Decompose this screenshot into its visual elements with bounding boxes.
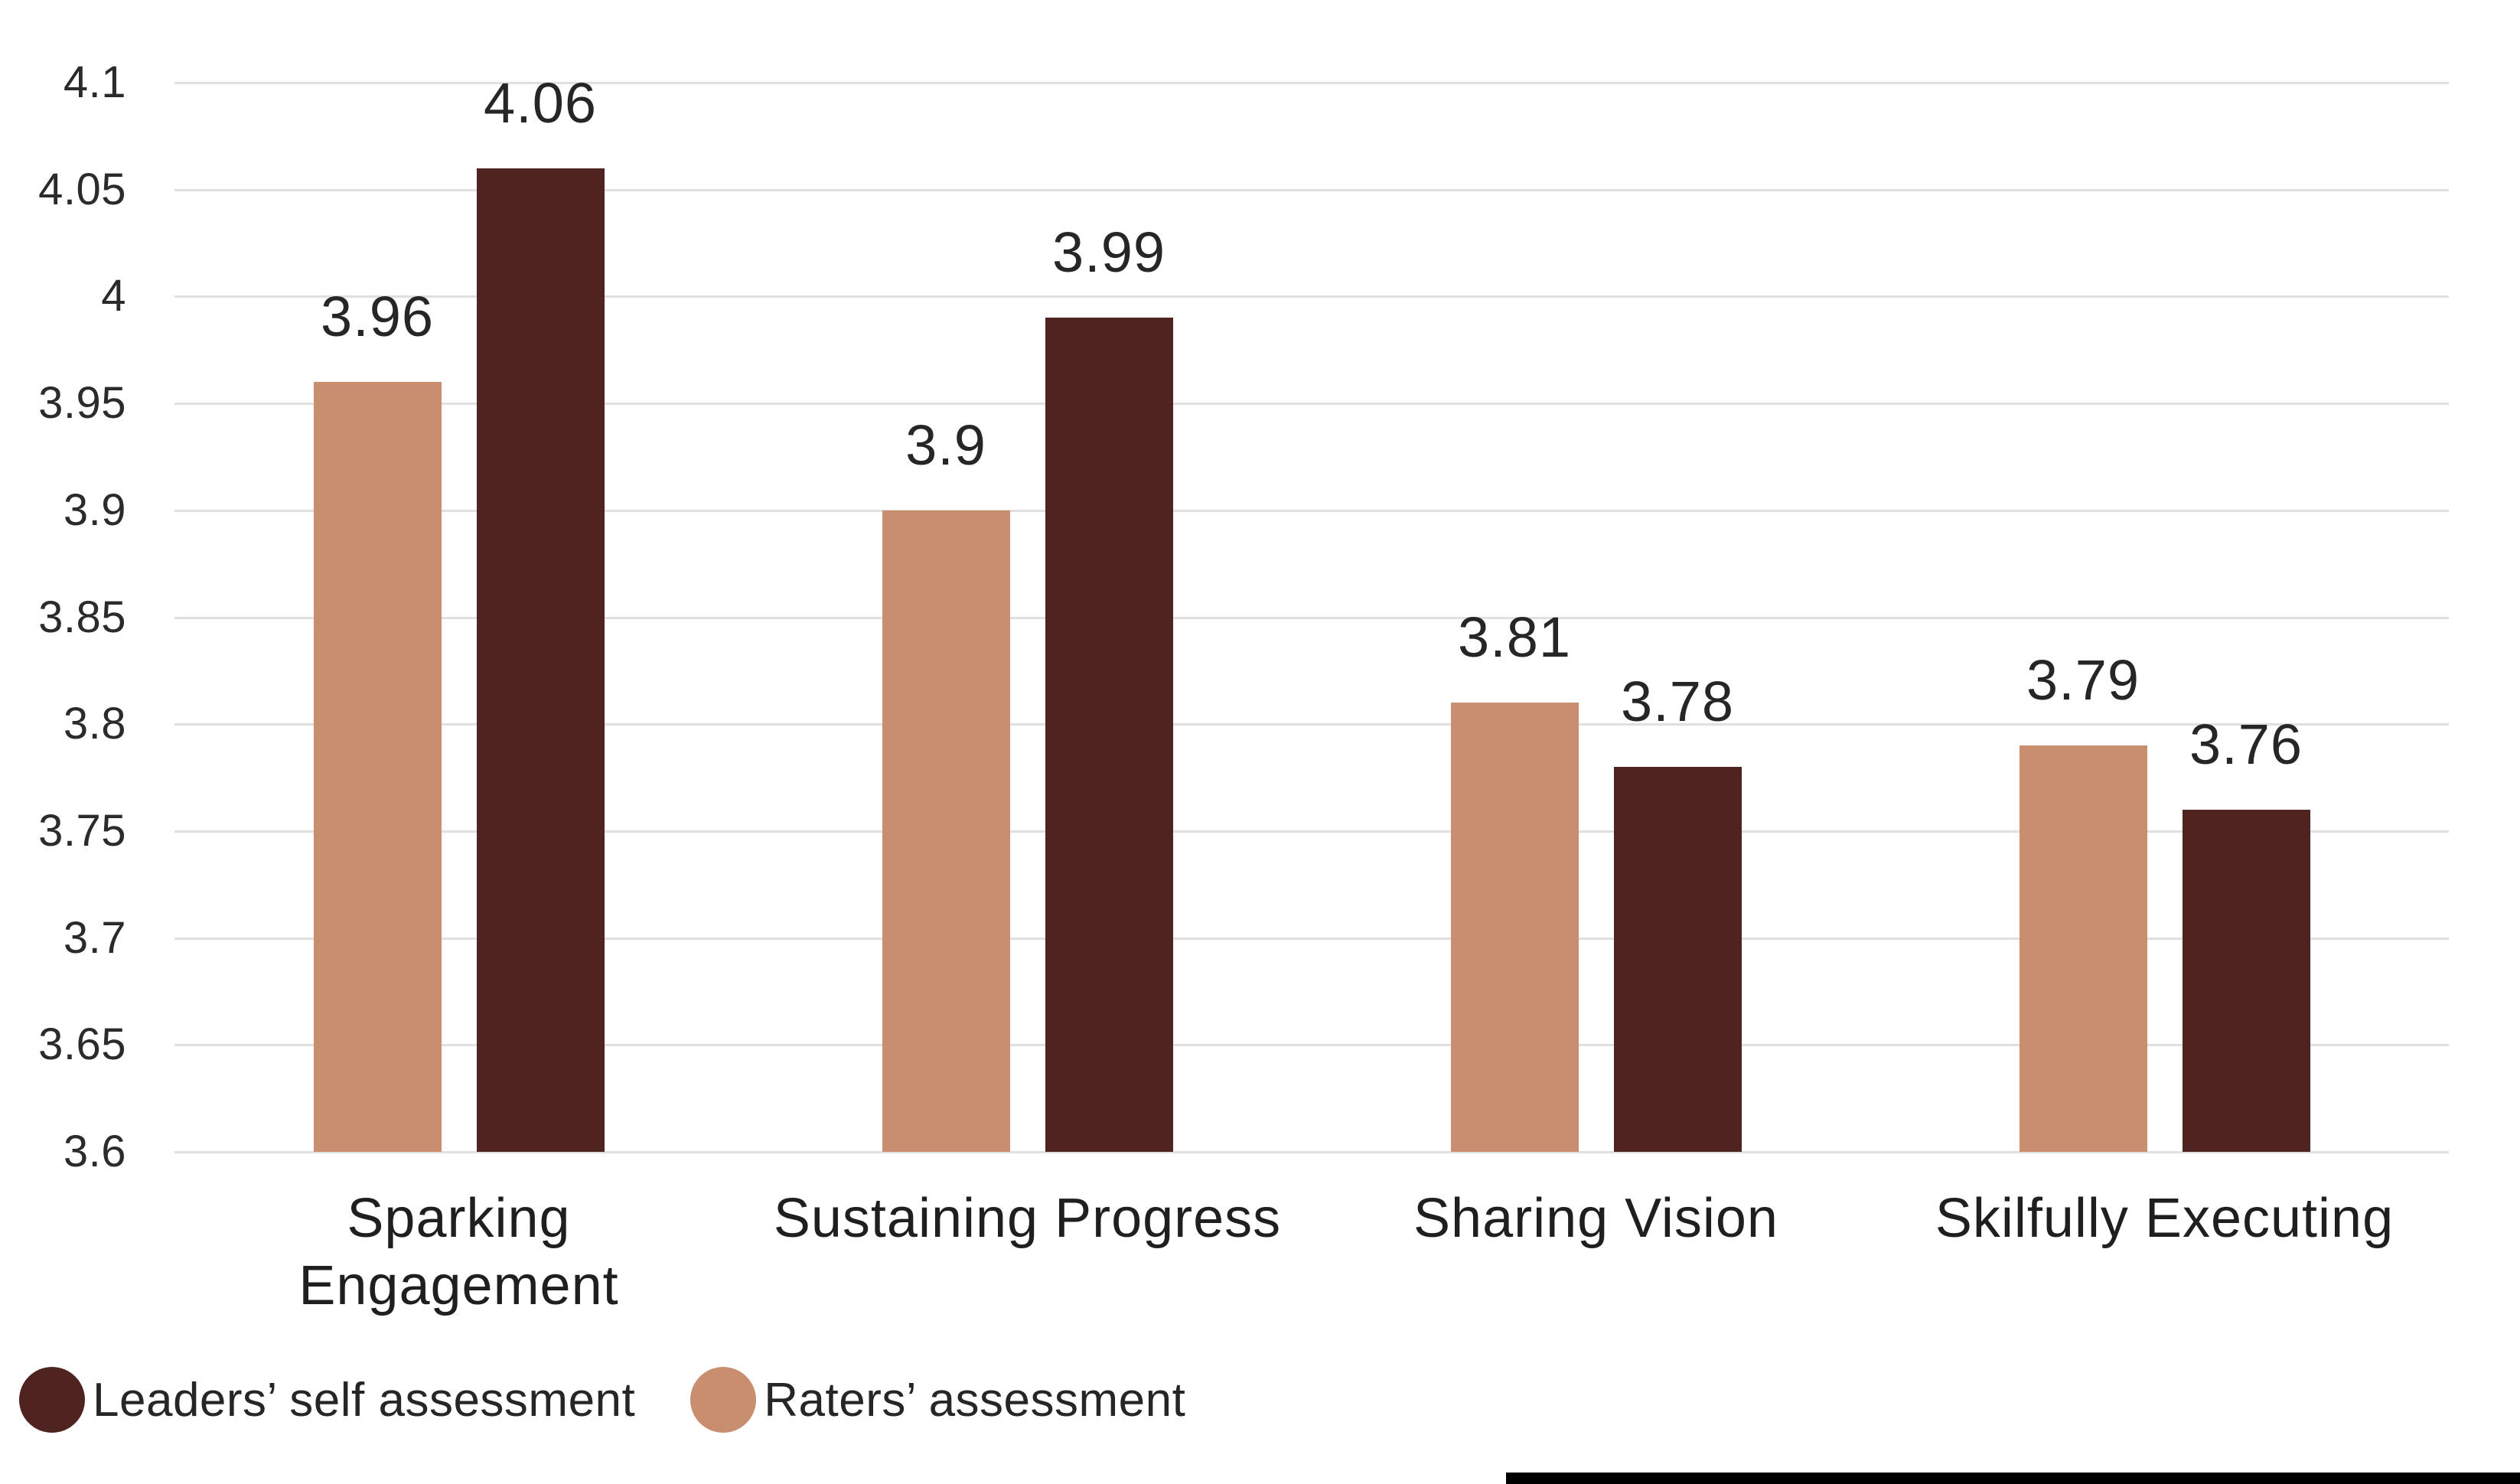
x-axis-category-label: Sharing Vision bbox=[1312, 1185, 1880, 1252]
legend-item-leaders-self-assessment: Leaders’ self assessment bbox=[19, 1367, 635, 1433]
y-axis-tick-label: 3.85 bbox=[38, 592, 126, 642]
gridline bbox=[174, 616, 2449, 619]
legend-label-leaders-self-assessment: Leaders’ self assessment bbox=[93, 1373, 636, 1427]
bar-leaders-self-assessment-sparking-engagement bbox=[476, 168, 605, 1152]
bar-leaders-self-assessment-sustaining-progress bbox=[1045, 318, 1173, 1152]
bar-value-label: 3.96 bbox=[320, 285, 435, 349]
legend: Leaders’ self assessment Raters’ assessm… bbox=[19, 1367, 1185, 1433]
bar-raters-assessment-sparking-engagement bbox=[313, 382, 442, 1152]
legend-item-raters-assessment: Raters’ assessment bbox=[690, 1367, 1185, 1433]
bar-leaders-self-assessment-sharing-vision bbox=[1613, 767, 1742, 1152]
legend-marker-leaders-self-assessment bbox=[19, 1367, 85, 1433]
y-axis-tick-label: 4 bbox=[101, 271, 126, 321]
gridline bbox=[174, 403, 2449, 406]
bar-raters-assessment-sustaining-progress bbox=[882, 510, 1010, 1152]
y-axis-tick-label: 4.05 bbox=[38, 164, 126, 214]
legend-label-raters-assessment: Raters’ assessment bbox=[764, 1373, 1186, 1427]
x-axis-category-label: Sustaining Progress bbox=[743, 1185, 1312, 1252]
bottom-black-bar bbox=[1506, 1473, 2520, 1484]
bar-leaders-self-assessment-skilfully-executing bbox=[2182, 809, 2310, 1152]
x-axis-category-label: Skilfully Executing bbox=[1880, 1185, 2449, 1252]
gridline bbox=[174, 82, 2449, 84]
y-axis-tick-label: 4.1 bbox=[63, 57, 126, 107]
gridline bbox=[174, 509, 2449, 512]
bar-value-label: 3.9 bbox=[905, 413, 986, 477]
y-axis-tick-label: 3.75 bbox=[38, 805, 126, 856]
legend-marker-raters-assessment bbox=[690, 1367, 757, 1433]
y-axis-tick-label: 3.9 bbox=[63, 484, 126, 535]
bar-value-label: 3.99 bbox=[1051, 220, 1166, 285]
bar-raters-assessment-sharing-vision bbox=[1450, 703, 1579, 1152]
bar-value-label: 3.81 bbox=[1457, 605, 1572, 670]
x-axis-category-line: Sparking bbox=[347, 1188, 571, 1249]
y-axis-tick-label: 3.65 bbox=[38, 1019, 126, 1070]
gridline bbox=[174, 937, 2449, 940]
x-axis-category-line: Sharing Vision bbox=[1413, 1188, 1778, 1249]
bar-value-label: 3.78 bbox=[1620, 670, 1735, 734]
gridline bbox=[174, 830, 2449, 833]
x-axis-category-line: Engagement bbox=[298, 1255, 619, 1316]
gridline bbox=[174, 1044, 2449, 1047]
x-axis-category-line: Skilfully Executing bbox=[1935, 1188, 2394, 1249]
bar-value-label: 4.06 bbox=[483, 70, 598, 135]
gridline bbox=[174, 1151, 2449, 1153]
gridline bbox=[174, 188, 2449, 191]
y-axis-tick-label: 3.6 bbox=[63, 1127, 126, 1176]
bar-value-label: 3.76 bbox=[2189, 712, 2303, 776]
y-axis-tick-label: 3.8 bbox=[63, 699, 126, 749]
y-axis-tick-label: 3.7 bbox=[63, 912, 126, 963]
bar-raters-assessment-skilfully-executing bbox=[2019, 745, 2147, 1152]
gridline bbox=[174, 295, 2449, 298]
y-axis-tick-label: 3.95 bbox=[38, 378, 126, 429]
gridline bbox=[174, 723, 2449, 726]
x-axis-category-label: Sparking Engagement bbox=[174, 1185, 743, 1319]
bar-value-label: 3.79 bbox=[2026, 648, 2140, 713]
x-axis-category-line: Sustaining Progress bbox=[773, 1188, 1282, 1249]
